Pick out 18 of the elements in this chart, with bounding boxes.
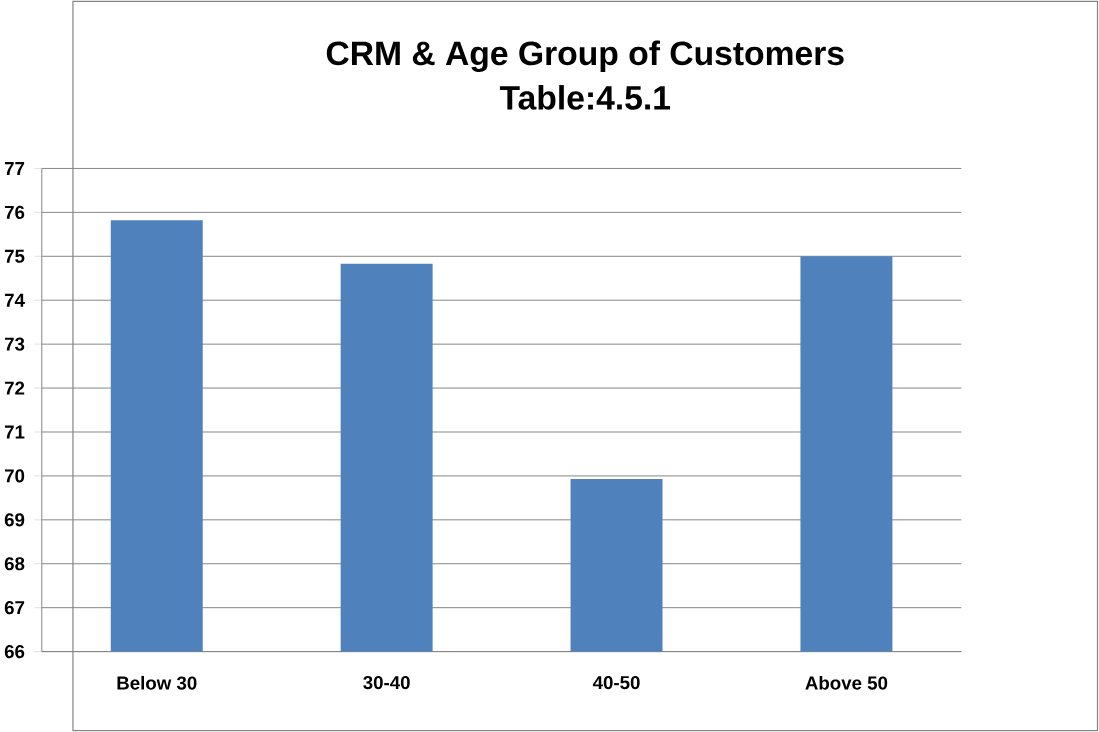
x-tick-label: Above 50 [805,675,888,690]
y-tick-label: 77 [4,161,25,175]
y-tick-label: 73 [4,337,25,351]
y-tick-label: 71 [4,425,25,439]
y-tick-label: 75 [4,249,25,263]
y-tick-label: 72 [4,381,25,395]
y-tick-label: 67 [4,600,25,615]
chart-subtitle: Table:4.5.1 [499,84,671,110]
y-tick-label: 69 [4,513,25,527]
y-tick-label: 74 [4,293,25,307]
x-tick-label: 40-50 [592,675,640,690]
x-tick-label: Below 30 [117,675,197,690]
y-tick-label: 66 [4,644,25,659]
x-tick-label: 30-40 [363,675,410,690]
chart-title: CRM & Age Group of Customers [326,40,844,72]
y-tick-label: 70 [4,469,25,483]
y-tick-label: 68 [4,557,25,571]
y-tick-label: 76 [4,205,25,219]
